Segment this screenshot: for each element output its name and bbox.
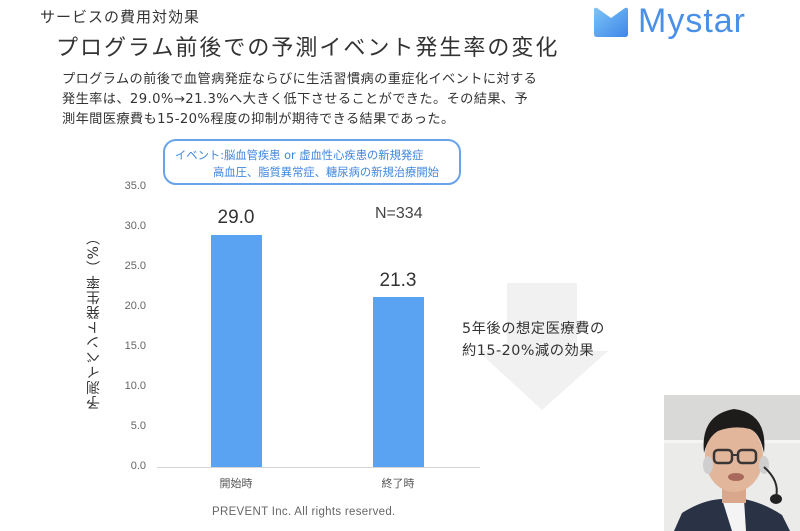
x-category-label: 開始時 xyxy=(219,477,253,490)
y-tick: 25.0 xyxy=(124,260,146,272)
y-tick: 30.0 xyxy=(124,220,146,232)
brand-name: Mystar xyxy=(638,2,746,40)
bar-start xyxy=(211,235,262,467)
x-axis-line xyxy=(157,467,480,468)
description-line: プログラムの前後で血管病発症ならびに生活習慣病の重症化イベントに対する xyxy=(62,72,538,87)
bar-value-label: 21.3 xyxy=(379,270,417,291)
sample-size-label: N=334 xyxy=(375,205,423,222)
y-tick: 35.0 xyxy=(124,180,146,192)
description-text: プログラムの前後で血管病発症ならびに生活習慣病の重症化イベントに対する 発生率は… xyxy=(62,70,537,130)
y-tick: 5.0 xyxy=(130,420,146,432)
bar-value-label: 29.0 xyxy=(217,207,255,228)
description-line: 測年間医療費も15-20%程度の抑制が期待できる結果であった。 xyxy=(62,112,455,127)
y-tick: 20.0 xyxy=(124,300,146,312)
event-definition-box: イベント:脳血管疾患 or 虚血性心疾患の新規発症 高血圧、脂質異常症、糖尿病の… xyxy=(163,139,461,185)
mystar-logo-icon xyxy=(594,7,628,37)
x-category-label: 終了時 xyxy=(381,477,415,490)
presenter-avatar-icon xyxy=(664,395,800,531)
down-arrow-icon xyxy=(478,283,608,410)
y-tick: 0.0 xyxy=(130,460,146,472)
bar-end xyxy=(373,297,424,467)
slide-subtitle: サービスの費用対効果 xyxy=(40,8,201,26)
event-definition-line: イベント:脳血管疾患 or 虚血性心疾患の新規発症 xyxy=(175,149,424,162)
description-line: 発生率は、29.0%→21.3%へ大きく低下させることができた。その結果、予 xyxy=(62,92,529,107)
slide-title: プログラム前後での予測イベント発生率の変化 xyxy=(56,36,560,61)
presenter-video xyxy=(664,395,800,531)
y-axis-label: 予測イベント発生率（%） xyxy=(86,230,102,410)
cost-reduction-callout: 5年後の想定医療費の 約15-20%減の効果 xyxy=(462,321,605,359)
y-tick: 10.0 xyxy=(124,380,146,392)
y-tick: 15.0 xyxy=(124,340,146,352)
brand-logo: Mystar xyxy=(592,2,746,41)
copyright-footer: PREVENT Inc. All rights reserved. xyxy=(212,506,396,518)
event-definition-line: 高血圧、脂質異常症、糖尿病の新規治療開始 xyxy=(213,166,439,179)
